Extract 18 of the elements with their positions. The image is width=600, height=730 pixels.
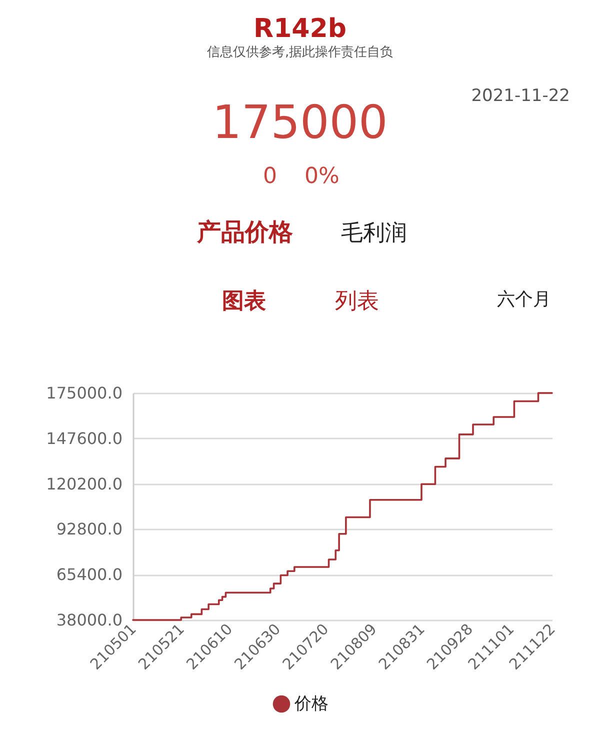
y-tick-label: 65400.0 xyxy=(56,565,122,584)
text: 0 xyxy=(263,164,277,189)
text: 175000 xyxy=(212,95,388,149)
text: 列表 xyxy=(335,289,379,314)
text: 产品价格 xyxy=(196,218,294,246)
text: 2021-11-22 xyxy=(471,86,570,106)
y-tick-label: 120200.0 xyxy=(46,474,122,494)
text: 图表 xyxy=(222,289,266,314)
y-tick-label: 38000.0 xyxy=(56,610,122,630)
chart-subtitle: 信息仅供参考,据此操作责任自负 xyxy=(206,45,394,60)
y-tick-label: 92800.0 xyxy=(56,520,122,539)
chart-title: R142b xyxy=(254,14,346,44)
text: 毛利润 xyxy=(341,221,407,246)
text: 六个月 xyxy=(497,289,551,310)
text: 0% xyxy=(304,164,340,189)
y-tick-label: 147600.0 xyxy=(46,428,122,448)
legend-label: 价格 xyxy=(294,694,328,714)
y-tick-label: 175000.0 xyxy=(46,384,122,402)
